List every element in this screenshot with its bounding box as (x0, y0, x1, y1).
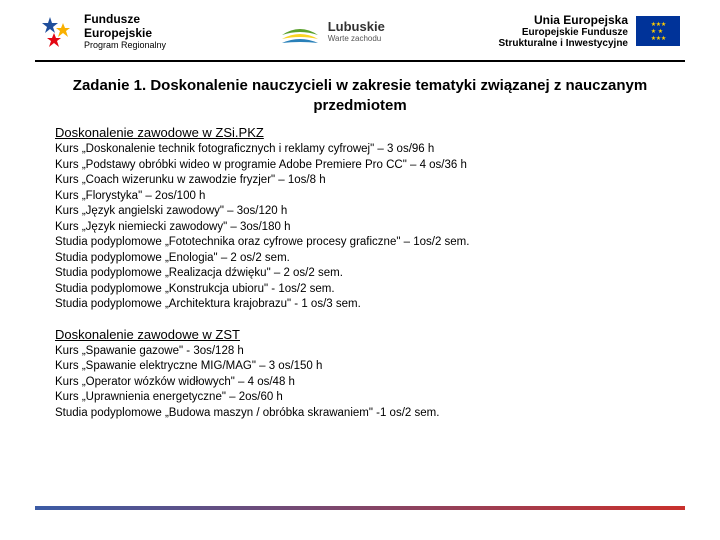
lubuskie-text: Lubuskie Warte zachodu (328, 19, 385, 43)
logo-header: Fundusze Europejskie Program Regionalny … (0, 0, 720, 60)
list-item: Studia podyplomowe „Fototechnika oraz cy… (55, 235, 665, 251)
logo-lubuskie: Lubuskie Warte zachodu (280, 17, 385, 45)
list-item: Studia podyplomowe „Konstrukcja ubioru" … (55, 282, 665, 298)
fe-text: Fundusze Europejskie Program Regionalny (84, 12, 166, 50)
fe-line3: Program Regionalny (84, 40, 166, 50)
eu-line1: Unia Europejska (499, 13, 629, 27)
eu-line2: Europejskie Fundusze (499, 27, 629, 38)
footer-gradient-bar (35, 506, 685, 510)
list-item: Kurs „Doskonalenie technik fotograficzny… (55, 142, 665, 158)
logo-fundusze: Fundusze Europejskie Program Regionalny (40, 12, 166, 50)
section1-list: Kurs „Doskonalenie technik fotograficzny… (55, 142, 665, 313)
eu-line3: Strukturalne i Inwestycyjne (499, 38, 629, 49)
page-title: Zadanie 1. Doskonalenie nauczycieli w za… (55, 76, 665, 115)
list-item: Kurs „Uprawnienia energetyczne" – 2os/60… (55, 390, 665, 406)
list-item: Kurs „Spawanie gazowe" - 3os/128 h (55, 344, 665, 360)
fe-line2: Europejskie (84, 26, 166, 40)
list-item: Kurs „Operator wózków widłowych" – 4 os/… (55, 375, 665, 391)
list-item: Studia podyplomowe „Budowa maszyn / obró… (55, 406, 665, 422)
list-item: Studia podyplomowe „Realizacja dźwięku" … (55, 266, 665, 282)
section1-heading: Doskonalenie zawodowe w ZSi.PKZ (55, 125, 665, 140)
list-item: Kurs „Język niemiecki zawodowy" – 3os/18… (55, 220, 665, 236)
list-item: Kurs „Spawanie elektryczne MIG/MAG" – 3 … (55, 359, 665, 375)
fe-stars-icon (40, 13, 76, 49)
section2-list: Kurs „Spawanie gazowe" - 3os/128 h Kurs … (55, 344, 665, 422)
lubuskie-line1: Lubuskie (328, 19, 385, 34)
logo-eu: Unia Europejska Europejskie Fundusze Str… (499, 13, 681, 49)
list-item: Studia podyplomowe „Enologia" – 2 os/2 s… (55, 251, 665, 267)
fe-line1: Fundusze (84, 12, 166, 26)
list-item: Kurs „Coach wizerunku w zawodzie fryzjer… (55, 173, 665, 189)
eu-flag-icon: ★ ★ ★★ ★★ ★ ★ (636, 16, 680, 46)
section2-heading: Doskonalenie zawodowe w ZST (55, 327, 665, 342)
eu-text: Unia Europejska Europejskie Fundusze Str… (499, 13, 629, 49)
list-item: Kurs „Język angielski zawodowy" – 3os/12… (55, 204, 665, 220)
list-item: Kurs „Florystyka" – 2os/100 h (55, 189, 665, 205)
list-item: Kurs „Podstawy obróbki wideo w programie… (55, 158, 665, 174)
content-area: Zadanie 1. Doskonalenie nauczycieli w za… (0, 62, 720, 445)
list-item: Studia podyplomowe „Architektura krajobr… (55, 297, 665, 313)
lubuskie-icon (280, 17, 320, 45)
lubuskie-line2: Warte zachodu (328, 34, 385, 43)
